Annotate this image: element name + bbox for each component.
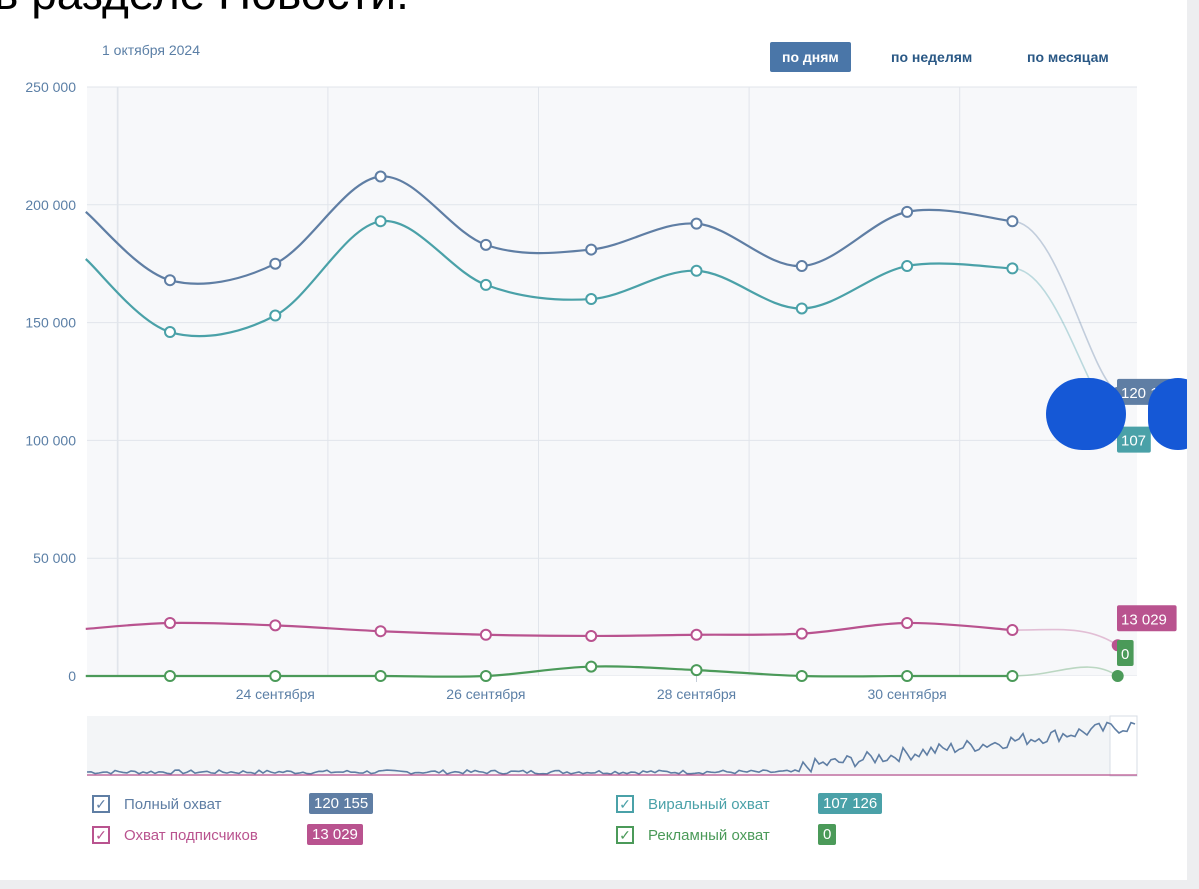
series-line — [85, 621, 1013, 638]
checkbox-icon[interactable]: ✓ — [92, 826, 110, 844]
data-point[interactable] — [479, 278, 492, 291]
data-point[interactable] — [164, 326, 176, 339]
data-point[interactable] — [374, 625, 387, 638]
end-value-badge — [1117, 640, 1134, 666]
date-label: 1 октября 2024 — [102, 42, 200, 58]
period-button-months[interactable]: по месяцам — [1027, 49, 1109, 65]
range-handle-left[interactable] — [1046, 378, 1126, 450]
legend-label: Рекламный охват — [648, 826, 770, 844]
period-button-weeks[interactable]: по неделям — [891, 49, 973, 65]
series-line-projection — [1012, 220, 1119, 394]
legend-item-viral[interactable]: ✓ Виральный охват — [616, 795, 770, 813]
legend-item-total[interactable]: ✓ Полный охват — [92, 795, 222, 813]
series-line-projection — [1012, 666, 1119, 677]
data-point[interactable] — [269, 309, 282, 322]
data-point[interactable] — [901, 670, 914, 682]
checkbox-icon[interactable]: ✓ — [616, 826, 634, 844]
bottom-bar — [0, 880, 1199, 889]
data-point[interactable] — [690, 217, 703, 230]
legend-item-ads[interactable]: ✓ Рекламный охват — [616, 826, 770, 844]
data-point[interactable] — [585, 243, 598, 256]
legend-label: Виральный охват — [648, 795, 770, 813]
x-tick-label: 26 сентября — [446, 686, 525, 702]
data-point[interactable] — [795, 260, 808, 273]
data-point[interactable] — [1111, 670, 1124, 682]
data-point[interactable] — [585, 629, 598, 642]
data-point[interactable] — [269, 257, 282, 270]
y-tick-label: 0 — [68, 668, 76, 684]
checkbox-icon[interactable]: ✓ — [616, 795, 634, 813]
series-line — [85, 665, 1013, 678]
data-point[interactable] — [795, 670, 808, 682]
data-point[interactable] — [901, 616, 914, 629]
x-tick-label: 24 сентября — [236, 686, 315, 702]
data-point[interactable] — [164, 274, 176, 287]
data-point[interactable] — [479, 628, 492, 641]
data-point[interactable] — [374, 670, 387, 682]
data-point[interactable] — [1006, 262, 1019, 275]
x-tick-label: 28 сентября — [657, 686, 736, 702]
y-tick-label: 200 000 — [25, 197, 76, 213]
y-tick-label: 150 000 — [25, 315, 76, 331]
checkbox-icon[interactable]: ✓ — [92, 795, 110, 813]
data-point[interactable] — [901, 205, 914, 218]
y-tick-label: 100 000 — [25, 432, 76, 448]
data-point[interactable] — [269, 619, 282, 632]
right-edge — [1187, 0, 1199, 889]
end-value-badge — [1117, 426, 1151, 453]
navigator-line — [86, 721, 1136, 775]
end-value-badge — [1117, 605, 1177, 632]
x-tick-label: 30 сентября — [867, 686, 946, 702]
legend-value-badge: 13 029 — [307, 824, 363, 845]
legend-value-badge: 120 155 — [309, 793, 374, 814]
data-point[interactable] — [1006, 624, 1019, 637]
data-point[interactable] — [374, 170, 387, 183]
period-button-days[interactable]: по дням — [770, 42, 851, 72]
y-tick-label: 50 000 — [33, 550, 76, 566]
series-line-projection — [1012, 628, 1119, 646]
legend-value-badge: 0 — [818, 824, 837, 845]
data-point[interactable] — [690, 264, 703, 277]
navigator-window[interactable] — [1109, 715, 1138, 777]
plot-area — [87, 87, 1137, 676]
page-heading: в разделе Новости. — [0, 0, 409, 20]
data-point[interactable] — [795, 302, 808, 315]
data-point[interactable] — [690, 664, 703, 677]
end-value-label: 13 029 — [1121, 611, 1167, 628]
range-handle-right[interactable] — [1148, 378, 1199, 450]
data-point[interactable] — [479, 670, 492, 682]
data-point[interactable] — [585, 660, 598, 673]
legend-label: Охват подписчиков — [124, 826, 258, 844]
data-point[interactable] — [164, 616, 176, 629]
legend-value-badge: 107 126 — [818, 793, 883, 814]
legend-label: Полный охват — [124, 795, 222, 813]
data-point[interactable] — [585, 293, 598, 306]
data-point[interactable] — [901, 260, 914, 273]
data-point[interactable] — [1006, 215, 1019, 228]
end-value-label: 0 — [1121, 646, 1129, 663]
series-line — [85, 220, 1013, 338]
data-point[interactable] — [374, 215, 387, 228]
end-value-label: 107 — [1121, 433, 1146, 450]
data-point[interactable] — [690, 628, 703, 641]
y-tick-label: 250 000 — [25, 79, 76, 95]
x-axis-band — [87, 676, 1137, 716]
series-line — [85, 175, 1013, 285]
data-point[interactable] — [1006, 670, 1019, 682]
data-point[interactable] — [479, 238, 492, 251]
navigator-area[interactable] — [87, 716, 1137, 776]
data-point[interactable] — [795, 627, 808, 640]
legend-item-subscribers[interactable]: ✓ Охват подписчиков — [92, 826, 258, 844]
data-point[interactable] — [164, 670, 176, 682]
data-point[interactable] — [269, 670, 282, 682]
